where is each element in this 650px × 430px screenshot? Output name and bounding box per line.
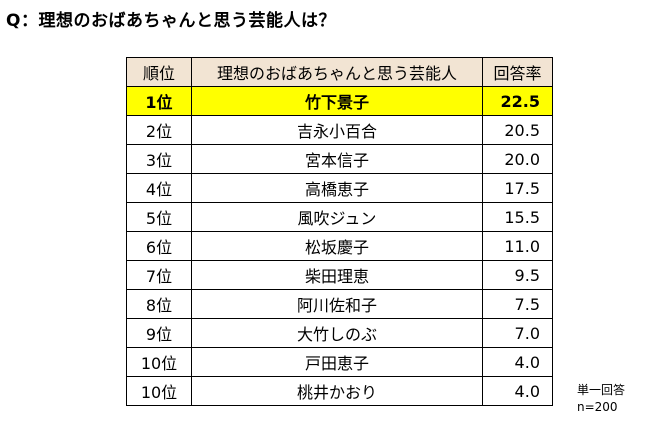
celebrity-name-cell: 風吹ジュン <box>191 202 483 232</box>
response-rate-cell: 11.0 <box>482 231 553 261</box>
celebrity-name-cell: 松坂慶子 <box>191 231 483 261</box>
rank-cell: 10位 <box>126 376 192 406</box>
rank-cell: 5位 <box>126 202 192 232</box>
table-row: 6位 松坂慶子 11.0 <box>126 231 553 261</box>
celebrity-name-cell: 吉永小百合 <box>191 115 483 145</box>
celebrity-name-cell: 柴田理恵 <box>191 260 483 290</box>
celebrity-name-cell: 戸田恵子 <box>191 347 483 377</box>
rank-cell: 7位 <box>126 260 192 290</box>
note-sample-size: n=200 <box>577 400 618 414</box>
rank-cell: 6位 <box>126 231 192 261</box>
table-row: 10位 桃井かおり 4.0 <box>126 376 553 406</box>
celebrity-name-cell: 大竹しのぶ <box>191 318 483 348</box>
rank-cell: 8位 <box>126 289 192 319</box>
header-rate: 回答率 <box>482 57 553 87</box>
celebrity-name-cell: 高橋恵子 <box>191 173 483 203</box>
header-name: 理想のおばあちゃんと思う芸能人 <box>191 57 483 87</box>
table-row: 3位 宮本信子 20.0 <box>126 144 553 174</box>
table-row: 2位 吉永小百合 20.5 <box>126 115 553 145</box>
response-rate-cell: 20.5 <box>482 115 553 145</box>
celebrity-name-cell: 阿川佐和子 <box>191 289 483 319</box>
response-rate-cell: 17.5 <box>482 173 553 203</box>
table-row: 5位 風吹ジュン 15.5 <box>126 202 553 232</box>
response-rate-cell: 7.5 <box>482 289 553 319</box>
table-body: 1位 竹下景子 22.5 2位 吉永小百合 20.5 3位 宮本信子 20.0 4位 高橋恵子 17.… <box>126 86 553 406</box>
celebrity-name-cell: 桃井かおり <box>191 376 483 406</box>
rank-cell: 3位 <box>126 144 192 174</box>
note-answer-type: 単一回答 <box>577 383 626 397</box>
response-rate-cell: 20.0 <box>482 144 553 174</box>
response-rate-cell: 4.0 <box>482 376 553 406</box>
response-rate-cell: 9.5 <box>482 260 553 290</box>
response-rate-cell: 22.5 <box>482 86 553 116</box>
celebrity-name-cell: 竹下景子 <box>191 86 483 116</box>
rank-cell: 4位 <box>126 173 192 203</box>
header-rank: 順位 <box>126 57 192 87</box>
rank-cell: 9位 <box>126 318 192 348</box>
rank-cell: 2位 <box>126 115 192 145</box>
table-row: 1位 竹下景子 22.5 <box>126 86 553 116</box>
table-row: 9位 大竹しのぶ 7.0 <box>126 318 553 348</box>
celebrity-name-cell: 宮本信子 <box>191 144 483 174</box>
table-row: 7位 柴田理恵 9.5 <box>126 260 553 290</box>
rank-cell: 1位 <box>126 86 192 116</box>
response-rate-cell: 4.0 <box>482 347 553 377</box>
rank-cell: 10位 <box>126 347 192 377</box>
question-title: Q：理想のおばあちゃんと思う芸能人は？ <box>6 11 336 31</box>
response-rate-cell: 7.0 <box>482 318 553 348</box>
table-row: 8位 阿川佐和子 7.5 <box>126 289 553 319</box>
ranking-table: 順位 理想のおばあちゃんと思う芸能人 回答率 1位 竹下景子 22.5 2位 吉永小百合… <box>126 57 553 406</box>
table-row: 4位 高橋恵子 17.5 <box>126 173 553 203</box>
response-rate-cell: 15.5 <box>482 202 553 232</box>
table-header-row: 順位 理想のおばあちゃんと思う芸能人 回答率 <box>126 57 553 87</box>
table-row: 10位 戸田恵子 4.0 <box>126 347 553 377</box>
